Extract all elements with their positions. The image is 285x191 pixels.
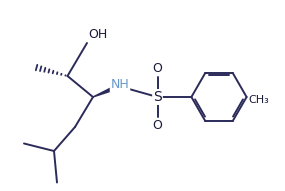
Text: O: O xyxy=(152,119,162,132)
Text: S: S xyxy=(153,90,162,104)
Text: NH: NH xyxy=(111,79,129,91)
Text: O: O xyxy=(152,62,162,75)
Text: OH: OH xyxy=(89,28,108,41)
Text: CH₃: CH₃ xyxy=(248,95,269,105)
Polygon shape xyxy=(93,86,115,97)
